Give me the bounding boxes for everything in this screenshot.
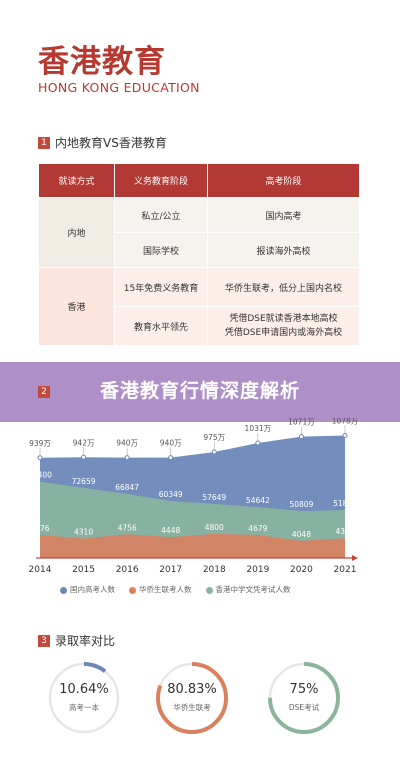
section-1-number: 1 xyxy=(38,136,50,149)
legend-label: 华侨生联考人数 xyxy=(139,585,192,594)
rate-value: 75% xyxy=(289,682,319,697)
data-label: 975万 xyxy=(203,433,225,442)
data-label: 51886 xyxy=(333,499,357,508)
x-tick-label: 2017 xyxy=(159,565,182,575)
donut-ring xyxy=(268,662,340,734)
page-title: 香港教育 xyxy=(38,44,166,80)
data-label: 78400 xyxy=(28,471,52,480)
rate-label: DSE考试 xyxy=(288,703,320,712)
donut-arc xyxy=(156,662,228,734)
x-tick-label: 2020 xyxy=(290,565,313,575)
data-label: 940万 xyxy=(116,439,138,448)
data-point xyxy=(211,449,217,455)
banner-title: 香港教育行情深度解析 xyxy=(99,380,300,402)
section-2-title: 2 xyxy=(38,386,55,398)
section-3-number: 3 xyxy=(38,634,50,647)
rate-value: 80.83% xyxy=(167,682,217,697)
legend-label: 国内高考人数 xyxy=(70,585,115,594)
table-cell: 报读海外高校 xyxy=(207,232,360,268)
legend-dot xyxy=(205,586,213,594)
table-cell: 私立/公立 xyxy=(114,197,208,233)
donut-ring xyxy=(48,662,120,734)
data-label: 72659 xyxy=(72,477,96,486)
row-label-mainland: 内地 xyxy=(38,197,115,268)
chart-legend: 国内高考人数 华侨生联考人数 香港中学文凭考试人数 xyxy=(60,584,291,595)
section-2-number: 2 xyxy=(38,386,50,398)
data-label: 54642 xyxy=(246,496,270,505)
x-axis-arrow xyxy=(352,555,358,561)
data-label: 57649 xyxy=(202,493,226,502)
data-label: 4339 xyxy=(335,527,354,536)
data-point xyxy=(168,455,174,461)
section-3-label: 录取率对比 xyxy=(55,634,116,648)
data-point xyxy=(342,433,348,439)
legend-item: 国内高考人数 xyxy=(60,584,115,595)
data-label: 1071万 xyxy=(288,418,315,427)
row-label-hongkong: 香港 xyxy=(38,267,115,346)
legend-label: 香港中学文凭考试人数 xyxy=(215,585,291,594)
rate-label: 高考一本 xyxy=(69,703,99,712)
table-cell: 国内高考 xyxy=(207,197,360,233)
legend-item: 华侨生联考人数 xyxy=(129,584,192,595)
data-label: 4448 xyxy=(161,526,180,535)
table-cell: 15年免费义务教育 xyxy=(114,267,208,307)
table-cell: 华侨生联考，低分上国内名校 xyxy=(207,267,360,307)
area-chart: 939万 942万 940万 940万 975万 1031万 1071万 1078万 78400… xyxy=(28,418,359,575)
data-label: 66847 xyxy=(115,483,139,492)
table-cell: 国际学校 xyxy=(114,232,208,268)
legend-item: 香港中学文凭考试人数 xyxy=(205,584,291,595)
donut-arc xyxy=(268,662,340,734)
table-cell: 教育水平领先 xyxy=(114,306,208,346)
x-tick-label: 2015 xyxy=(72,565,95,575)
data-point xyxy=(124,455,130,461)
data-label: 942万 xyxy=(73,438,95,447)
data-label: 60349 xyxy=(159,490,183,499)
donut-dse: 75% DSE考试 xyxy=(264,658,344,738)
table-header: 高考阶段 xyxy=(207,163,360,198)
section-3-title: 3 录取率对比 xyxy=(38,632,115,649)
table-header: 就读方式 xyxy=(38,163,115,198)
donut-ring xyxy=(156,662,228,734)
data-label: 939万 xyxy=(29,439,51,448)
comparison-table: 就读方式 义务教育阶段 高考阶段 内地 私立/公立 国内高考 国际学校 报读海外… xyxy=(38,163,360,346)
data-label: 4679 xyxy=(248,524,267,533)
section-1-title: 1 内地教育VS香港教育 xyxy=(38,134,167,151)
data-label: 4048 xyxy=(292,530,311,539)
data-point xyxy=(298,434,304,440)
banner-background xyxy=(0,362,400,422)
donut-gaokao: 10.64% 高考一本 xyxy=(44,658,124,738)
donut-track xyxy=(48,662,120,734)
table-cell: 凭借DSE就读香港本地高校 凭借DSE申请国内或海外高校 xyxy=(207,306,360,346)
data-point xyxy=(255,440,261,446)
data-label: 4310 xyxy=(74,527,93,536)
data-point xyxy=(81,454,87,460)
rate-label: 华侨生联考 xyxy=(173,703,211,712)
data-label: 4800 xyxy=(205,523,224,532)
area-huaqiao xyxy=(40,533,345,558)
data-label: 4676 xyxy=(30,524,49,533)
x-tick-label: 2021 xyxy=(334,565,357,575)
x-tick-label: 2018 xyxy=(203,565,226,575)
data-label: 1031万 xyxy=(245,424,272,433)
x-tick-label: 2014 xyxy=(29,565,52,575)
x-tick-label: 2019 xyxy=(246,565,269,575)
data-label: 50809 xyxy=(289,500,313,509)
data-label: 940万 xyxy=(160,439,182,448)
data-label: 4756 xyxy=(118,523,137,532)
data-point xyxy=(37,455,43,461)
donut-huaqiao: 80.83% 华侨生联考 xyxy=(152,658,232,738)
section-1-label: 内地教育VS香港教育 xyxy=(55,136,167,150)
legend-dot xyxy=(129,586,136,594)
rate-value: 10.64% xyxy=(59,682,109,697)
legend-dot xyxy=(60,586,67,594)
donut-arc xyxy=(48,662,120,734)
x-tick-label: 2016 xyxy=(116,565,139,575)
page-subtitle: HONG KONG EDUCATION xyxy=(38,80,200,95)
data-label: 1078万 xyxy=(332,418,359,426)
table-header: 义务教育阶段 xyxy=(114,163,208,198)
